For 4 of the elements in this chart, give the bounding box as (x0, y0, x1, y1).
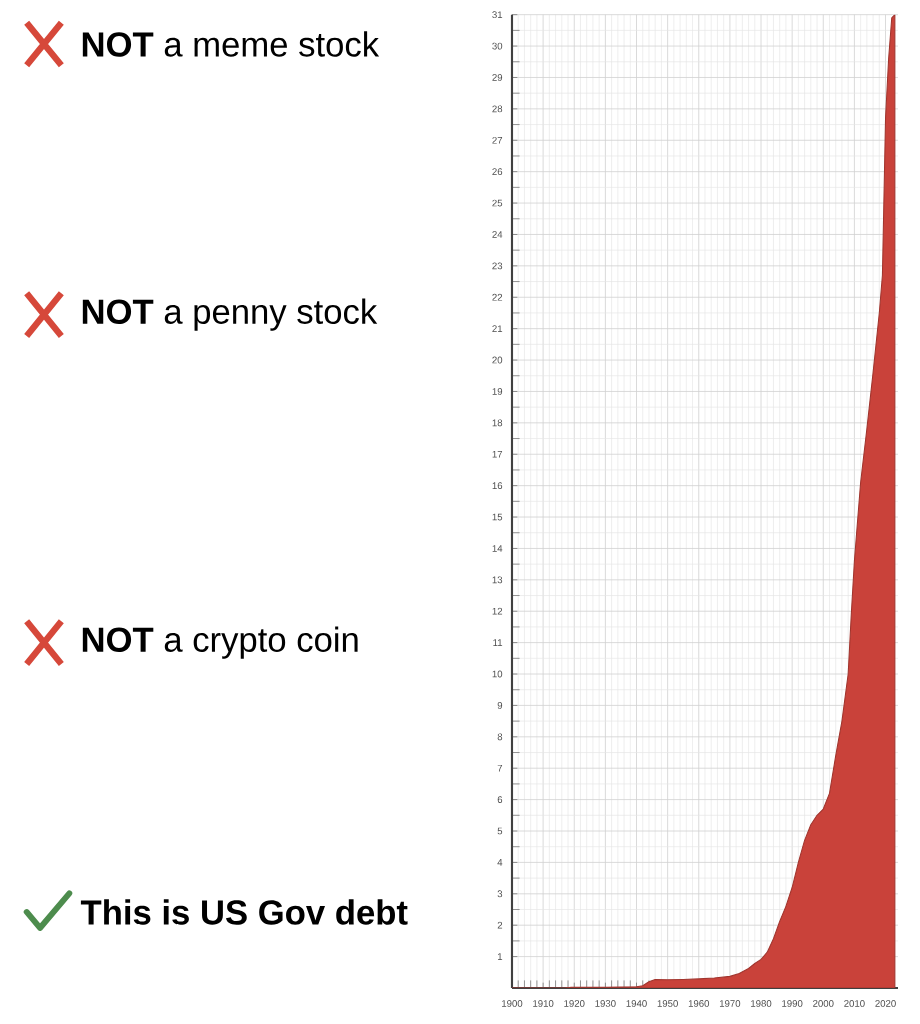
text: This is US Gov debt (80, 899, 408, 925)
text: NOT a crypto coin (82, 626, 358, 659)
text: NOT a penny stock (82, 298, 378, 331)
text: NOT a meme stock (82, 31, 380, 57)
